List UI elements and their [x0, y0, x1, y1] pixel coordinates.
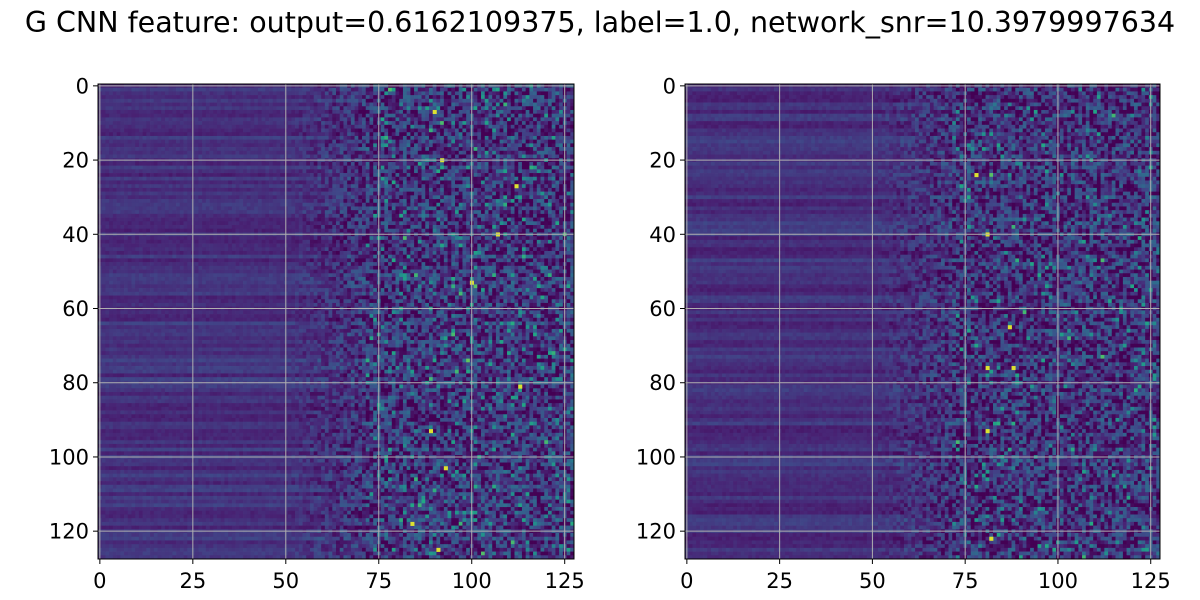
heatmap-bright-cell	[518, 384, 523, 389]
y-tick-label: 100	[49, 445, 89, 469]
y-tick-label: 120	[636, 520, 676, 544]
heatmap-bright-cell	[1011, 366, 1016, 371]
x-tick-label: 75	[952, 569, 979, 593]
x-tick-label: 100	[1038, 569, 1078, 593]
x-tick-label: 50	[859, 569, 886, 593]
x-tick-label: 0	[93, 569, 106, 593]
y-tick-label: 40	[62, 223, 89, 247]
axes-frame	[97, 83, 575, 560]
y-tick-label: 20	[649, 149, 676, 173]
heatmap-bright-cell	[989, 536, 994, 541]
x-tick-label: 25	[766, 569, 793, 593]
x-tick-label: 0	[680, 569, 693, 593]
heatmap-bright-cell	[432, 109, 437, 115]
heatmap-bright-cell	[1007, 325, 1012, 330]
heatmap-bright-cell	[985, 429, 990, 434]
y-tick-label: 0	[76, 74, 89, 98]
x-tick-label: 50	[272, 569, 299, 593]
figure-title-text: G CNN feature: output=0.6162109375, labe…	[25, 6, 1175, 39]
y-tick-label: 80	[649, 371, 676, 395]
heatmap-cells	[685, 84, 1161, 560]
y-tick-label: 60	[62, 297, 89, 321]
heatmap-bright-cell	[410, 521, 415, 526]
x-tick-label: 75	[365, 569, 392, 593]
heatmap-bright-cell	[514, 184, 519, 189]
heatmap-panel-right: 0 25 50 75 100 125 0 20 40 60 80 100 120	[636, 74, 1171, 593]
heatmap-panel-left: 0 25 50 75 100 125 0 20 40 60 80 100 120	[49, 74, 585, 593]
x-tick-label: 100	[452, 569, 492, 593]
heatmap-bright-cell	[974, 173, 979, 178]
x-tick-label: 125	[1131, 569, 1171, 593]
y-tick-label: 0	[663, 74, 676, 98]
y-tick-label: 40	[649, 223, 676, 247]
y-tick-label: 20	[62, 149, 89, 173]
y-tick-label: 100	[636, 445, 676, 469]
x-tick-label: 125	[545, 569, 585, 593]
heatmap-cells	[98, 84, 575, 560]
figure-title: G CNN feature: output=0.6162109375, labe…	[0, 0, 1200, 50]
y-tick-label: 60	[649, 297, 676, 321]
heatmap-bright-cell	[443, 466, 448, 471]
heatmap-bright-cell	[428, 429, 434, 434]
heatmap-bright-cell	[436, 547, 441, 552]
y-tick-label: 80	[62, 371, 89, 395]
x-tick-label: 25	[179, 569, 206, 593]
heatmap-bright-cell	[985, 366, 990, 371]
y-tick-label: 120	[49, 520, 89, 544]
axes-frame	[684, 83, 1161, 560]
